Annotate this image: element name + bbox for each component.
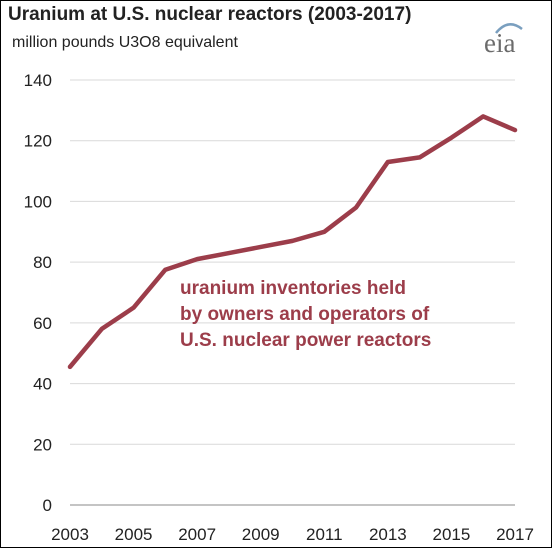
chart-subtitle: million pounds U3O8 equivalent (12, 34, 238, 51)
y-tick-label-120: 120 (24, 132, 52, 151)
x-tick-label-2015: 2015 (433, 525, 471, 544)
x-tick-label-2011: 2011 (306, 525, 343, 544)
eia-logo: eia (484, 28, 516, 58)
x-axis-tick-labels: 2003 2005 2007 2009 2011 2013 2015 2017 (51, 525, 534, 544)
series-layer (67, 114, 518, 370)
annotation-line-3: U.S. nuclear power reactors (180, 330, 431, 351)
x-tick-label-2017: 2017 (496, 525, 534, 544)
y-tick-label-80: 80 (33, 253, 52, 272)
chart-title: Uranium at U.S. nuclear reactors (2003-2… (8, 4, 412, 25)
y-tick-label-0: 0 (43, 496, 52, 515)
x-tick-label-2009: 2009 (242, 525, 280, 544)
annotation: uranium inventories held by owners and op… (180, 278, 431, 351)
y-axis-tick-labels: 0 20 40 60 80 100 120 140 (24, 71, 52, 515)
y-tick-label-60: 60 (33, 314, 52, 333)
x-tick-label-2013: 2013 (369, 525, 407, 544)
grid-lines (70, 79, 515, 506)
y-tick-label-40: 40 (33, 375, 52, 394)
annotation-line-2: by owners and operators of (180, 304, 430, 325)
y-tick-label-20: 20 (33, 435, 52, 454)
x-tick-label-2005: 2005 (115, 525, 153, 544)
y-tick-label-100: 100 (24, 192, 52, 211)
eia-logo-arc-icon (495, 23, 523, 34)
y-tick-label-140: 140 (24, 71, 52, 90)
annotation-line-1: uranium inventories held (180, 278, 406, 299)
x-tick-label-2003: 2003 (51, 525, 89, 544)
x-tick-label-2007: 2007 (178, 525, 216, 544)
